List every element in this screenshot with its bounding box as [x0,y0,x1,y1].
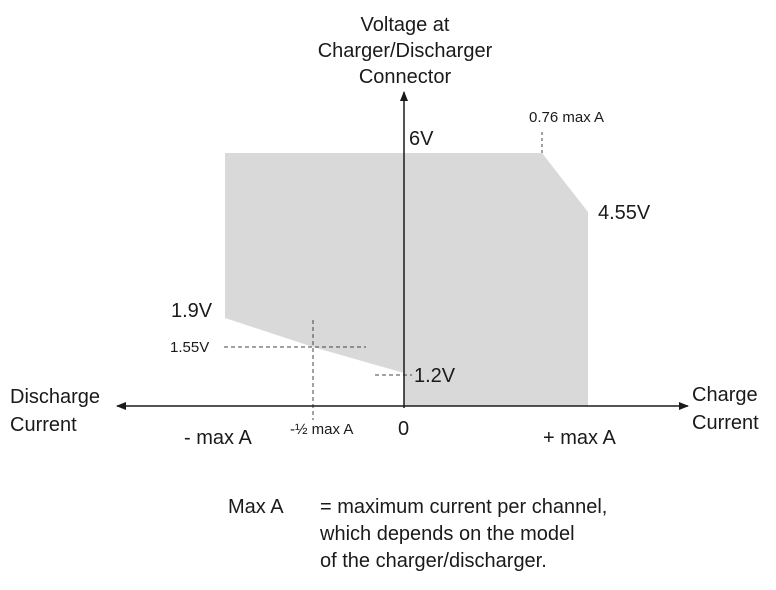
discharge-line-2: Current [10,414,77,436]
label-19v: 1.9V [171,300,213,322]
label-155v: 1.55V [170,339,210,356]
label-pos-max-a: + max A [543,427,616,449]
charge-line-1: Charge [692,384,758,406]
label-zero: 0 [398,418,410,440]
operating-region [225,153,588,406]
note-key: Max A [228,496,284,518]
label-12v: 1.2V [414,365,456,387]
title-line-3: Connector [358,66,452,88]
label-neg-max-a: - max A [184,427,252,449]
charge-line-2: Current [692,412,759,434]
note-line-2: which depends on the model [320,523,575,545]
note-line-1: = maximum current per channel, [320,496,608,518]
y-axis-title: Voltage at Charger/Discharger Connector [290,12,520,90]
discharge-line-1: Discharge [10,386,101,408]
label-neg-half-max-a: -½ max A [290,421,354,438]
label-076-max-a: 0.76 max A [529,109,605,126]
max-a-note: Max A = maximum current per channel, whi… [228,494,607,575]
title-line-1: Voltage at [360,14,450,36]
note-line-3: of the charger/discharger. [320,550,547,572]
label-6v: 6V [409,128,434,150]
charge-current-label: Charge Current [692,381,759,437]
title-line-2: Charger/Discharger [317,40,493,62]
discharge-current-label: Discharge Current [10,383,100,439]
label-455v: 4.55V [598,202,651,224]
